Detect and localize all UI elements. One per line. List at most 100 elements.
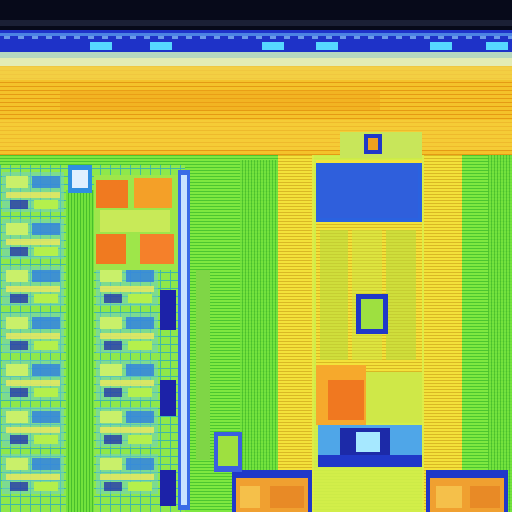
die-feature [130,36,136,39]
die-feature [34,294,58,303]
die-feature [102,36,108,39]
die-feature [6,427,60,433]
die-feature [34,200,58,209]
die-feature [6,380,60,386]
die-feature [104,435,122,444]
die-feature [100,317,122,329]
die-feature [228,36,234,39]
die-feature [34,341,58,350]
die-feature [128,294,152,303]
die-feature [10,200,28,209]
die-feature [6,474,60,480]
die-feature [6,270,28,282]
die-feature [34,247,58,256]
die-feature [6,317,28,329]
die-feature [10,482,28,491]
cell-tiles [2,172,158,494]
die-feature [6,239,60,245]
die-feature [32,223,60,235]
die-feature [126,364,154,376]
bond-pads [4,36,512,50]
die-feature [186,36,192,39]
die-feature [150,42,172,50]
die-feature [126,317,154,329]
die-feature [326,36,332,39]
die-feature [46,36,52,39]
die-feature [200,36,206,39]
die-feature [128,388,152,397]
die-feature [104,388,122,397]
die-feature [18,36,24,39]
die-feature [74,36,80,39]
die-feature [60,36,66,39]
die-feature [486,42,508,50]
die-feature [158,36,164,39]
die-feature [242,36,248,39]
die-feature [10,247,28,256]
die-feature [480,36,486,39]
die-feature [90,42,112,50]
die-feature [32,317,60,329]
die-feature [100,333,154,339]
die-feature [32,36,38,39]
die-feature [10,341,28,350]
die-feature [104,294,122,303]
die-feature [424,36,430,39]
die-feature [172,36,178,39]
die-feature [368,36,374,39]
die-feature [100,458,122,470]
die-feature [88,36,94,39]
die-feature [100,411,122,423]
die-feature [10,294,28,303]
die-feature [32,458,60,470]
die-feature [494,36,500,39]
die-feature [100,427,154,433]
die-feature [126,270,154,282]
die-feature [6,223,28,235]
die-feature [100,286,154,292]
die-feature [6,458,28,470]
yellow-column [278,155,314,512]
die-feature [100,380,154,386]
die-feature [6,411,28,423]
die-feature [100,270,122,282]
die-feature [104,341,122,350]
die-feature [128,435,152,444]
die-feature [452,36,458,39]
die-feature [6,364,28,376]
die-feature [34,435,58,444]
die-feature [6,176,28,188]
die-feature [6,286,60,292]
die-feature [466,36,472,39]
die-feature [214,36,220,39]
die-feature [4,36,10,39]
die-feature [438,36,444,39]
die-feature [396,36,402,39]
die-feature [144,36,150,39]
die-feature [100,364,122,376]
die-feature [32,176,60,188]
die-feature [128,482,152,491]
die-feature [270,36,276,39]
die-feature [508,36,512,39]
die-feature [32,364,60,376]
die-feature [128,341,152,350]
die-feature [32,270,60,282]
die-feature [104,482,122,491]
die-feature [126,458,154,470]
die-feature [262,42,284,50]
die-feature [116,36,122,39]
die-feature [32,411,60,423]
die-feature [312,36,318,39]
die-feature [354,36,360,39]
die-feature [34,482,58,491]
die-feature [6,192,60,198]
die-feature [34,388,58,397]
die-feature [126,411,154,423]
die-feature [6,333,60,339]
die-feature [298,36,304,39]
die-feature [430,42,452,50]
die-feature [340,36,346,39]
